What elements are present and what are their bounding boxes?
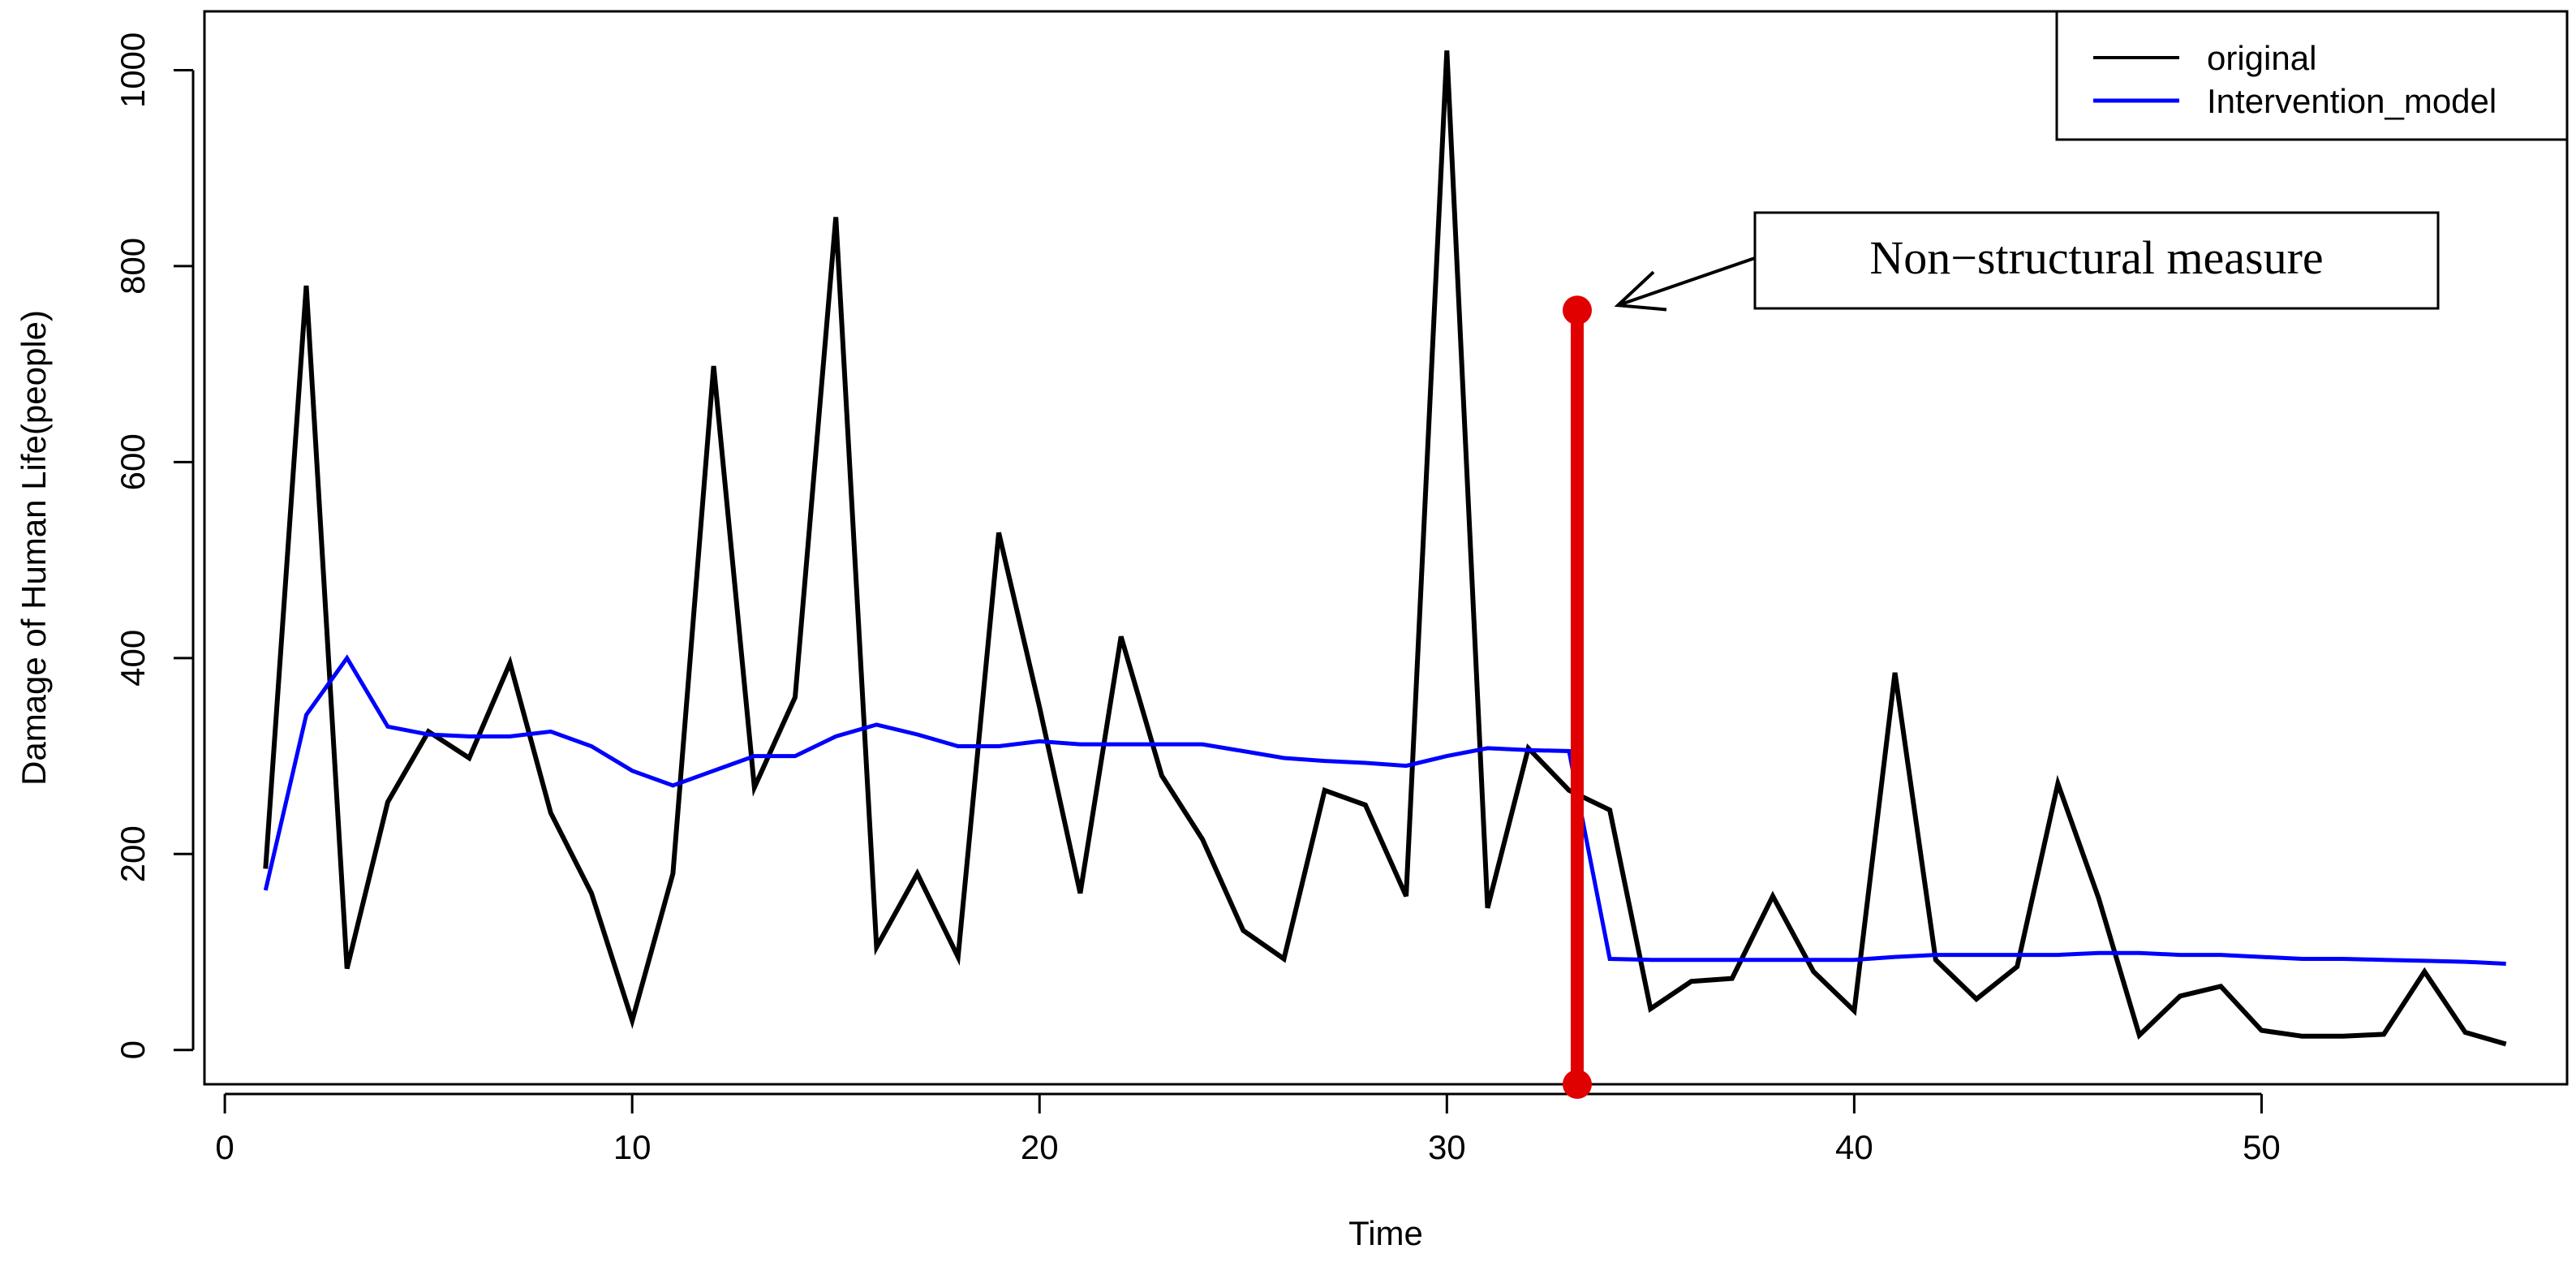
series-layer [263,50,2507,1047]
x-tick-label-50: 50 [2243,1128,2281,1166]
intervention-bottom-dot [1562,1070,1592,1099]
legend-label-original: original [2207,39,2316,77]
annotation-box [1753,211,2440,310]
intervention-top-dot [1562,295,1592,325]
plot-frame [203,10,2569,1086]
annotation-arrow-shaft [1617,256,1756,308]
annotation-arrow [1614,256,1756,312]
annotation-arrow-head [1614,270,1667,312]
x-tick-label-40: 40 [1835,1128,1873,1166]
annotation-text: Non−structural measure [1869,231,2323,284]
x-tick-label-10: 10 [613,1128,652,1166]
y-tick-label-400: 400 [114,630,152,687]
series-line-original [263,50,2507,1047]
x-tick-label-20: 20 [1021,1128,1059,1166]
series-line-intervention-model [263,654,2506,966]
y-tick-label-200: 200 [114,825,152,882]
x-axis: 0 10 20 30 40 50 [215,1092,2281,1166]
legend-label-intervention-model: Intervention_model [2207,82,2496,120]
x-tick-label-0: 0 [215,1128,234,1166]
y-tick-label-600: 600 [114,433,152,490]
y-tick-label-1000: 1000 [114,32,152,108]
y-axis: 0 200 400 600 800 1000 [114,32,195,1059]
x-axis-title: Time [1348,1214,1423,1252]
intervention-layer [1562,295,1592,1099]
annotation: Non−structural measure [1614,211,2440,312]
x-tick-label-30: 30 [1428,1128,1466,1166]
y-axis-title: Damage of Human Life(people) [15,310,53,786]
y-tick-label-800: 800 [114,238,152,295]
y-tick-label-0: 0 [114,1040,152,1059]
legend: original Intervention_model [2055,10,2569,141]
legend-box [2055,10,2569,141]
